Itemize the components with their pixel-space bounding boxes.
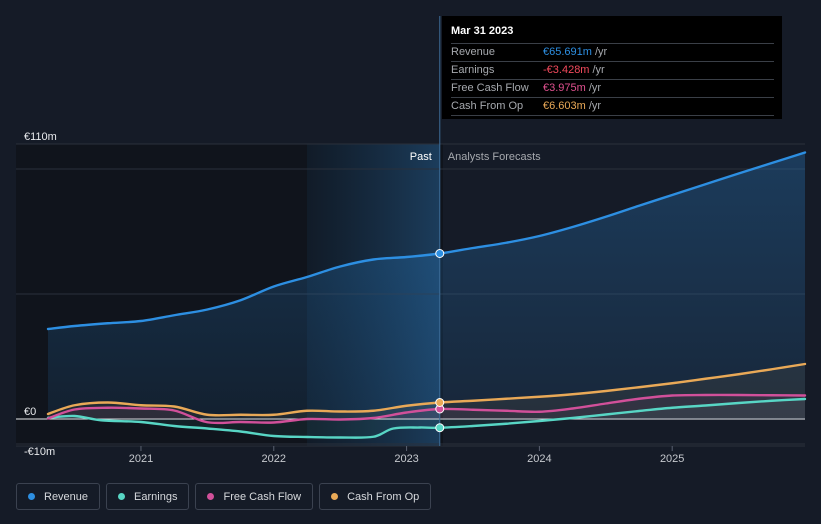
- tooltip-label: Revenue: [451, 46, 496, 58]
- legend-label: Earnings: [134, 490, 178, 503]
- legend-dot-icon: [118, 493, 126, 500]
- legend-dot-icon: [331, 493, 339, 500]
- legend-item-revenue[interactable]: Revenue: [16, 483, 101, 510]
- legend-dot-icon: [207, 493, 215, 500]
- revenue-marker: [435, 249, 445, 258]
- tooltip-unit: /yr: [594, 46, 608, 58]
- tooltip-row-free-cash-flow: Free Cash Flow €3.975m /yr: [451, 80, 774, 98]
- tooltip-value: €6.603m: [543, 100, 586, 112]
- x-tick-label: 2022: [262, 453, 286, 465]
- tooltip-unit: /yr: [592, 64, 605, 76]
- cash-from-op-marker: [435, 398, 445, 407]
- x-tick-label: 2021: [129, 453, 153, 465]
- free-cash-flow-line: [46, 393, 807, 425]
- legend-label: Revenue: [44, 490, 89, 503]
- legend: Revenue Earnings Free Cash Flow Cash Fro…: [16, 483, 432, 510]
- free-cash-flow-area: [48, 394, 805, 424]
- tooltip: Mar 31 2023 Revenue €65.691m /yr Earning…: [442, 16, 782, 119]
- tooltip-row-cash-from-op: Cash From Op €6.603m /yr: [451, 98, 774, 116]
- cash-from-op-area: [48, 364, 805, 419]
- revenue-line: [46, 151, 807, 331]
- x-tick-label: 2024: [527, 453, 551, 465]
- earnings-marker: [435, 423, 445, 433]
- current-date-markers: [435, 249, 445, 433]
- legend-label: Free Cash Flow: [223, 490, 302, 503]
- tooltip-unit: /yr: [588, 82, 602, 94]
- series-fills: [48, 152, 805, 438]
- revenue-area: [48, 152, 805, 419]
- legend-item-free-cash-flow[interactable]: Free Cash Flow: [195, 483, 314, 510]
- tooltip-value: €3.975m: [543, 82, 586, 94]
- earnings-area: [48, 399, 805, 438]
- legend-item-earnings[interactable]: Earnings: [106, 483, 190, 510]
- legend-label: Cash From Op: [347, 490, 420, 503]
- tooltip-label: Free Cash Flow: [451, 82, 529, 94]
- tooltip-row-revenue: Revenue €65.691m /yr: [451, 44, 774, 62]
- tooltip-row-earnings: Earnings -€3.428m /yr: [451, 62, 774, 80]
- x-axis-ticks: 2021 2022 2023 2024 2025: [129, 446, 684, 465]
- tooltip-label: Earnings: [451, 64, 495, 76]
- legend-item-cash-from-op[interactable]: Cash From Op: [319, 483, 432, 510]
- tooltip-label: Cash From Op: [451, 100, 524, 112]
- tooltip-unit: /yr: [588, 100, 602, 112]
- tooltip-value: -€3.428m: [543, 64, 590, 76]
- y-tick-label: €0: [24, 406, 37, 418]
- series-lines: [46, 151, 807, 439]
- tooltip-value: €65.691m: [543, 46, 592, 58]
- y-tick-label: -€10m: [24, 446, 56, 458]
- past-label: Past: [410, 151, 432, 163]
- x-tick-label: 2025: [660, 453, 684, 465]
- tooltip-date: Mar 31 2023: [451, 24, 774, 44]
- forecast-label: Analysts Forecasts: [448, 151, 541, 163]
- legend-dot-icon: [28, 493, 35, 500]
- earnings-line: [46, 397, 807, 439]
- x-tick-label: 2023: [394, 453, 418, 465]
- y-tick-label: €110m: [24, 131, 57, 143]
- cash-from-op-line: [46, 362, 807, 417]
